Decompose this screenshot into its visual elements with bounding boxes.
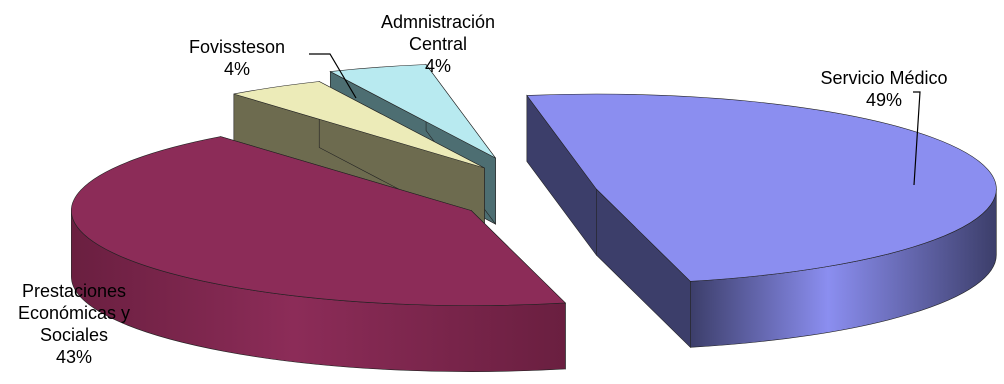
leader-servicio-medico [913, 91, 921, 186]
slice-label-value: 49% [866, 90, 902, 110]
slice-label-name: Admnistración [381, 12, 495, 32]
leader-lines [309, 53, 921, 186]
slice-label-prestaciones: Prestaciones Económicas y Sociales 43% [18, 281, 130, 367]
slice-label-name: Prestaciones [22, 281, 126, 301]
slice-label-name: Central [409, 34, 467, 54]
slice-label-servicio-medico: Servicio Médico 49% [820, 68, 947, 110]
slice-label-value: 4% [425, 56, 451, 76]
slice-label-name: Servicio Médico [820, 68, 947, 88]
slice-label-value: 43% [56, 347, 92, 367]
slice-label-name: Fovissteson [189, 37, 285, 57]
slice-label-administracion: Admnistración Central 4% [381, 12, 495, 76]
pie-slices [71, 63, 997, 372]
slice-label-value: 4% [224, 59, 250, 79]
slice-label-fovissteson: Fovissteson 4% [189, 37, 285, 79]
slice-prestaciones [71, 136, 567, 372]
slice-label-name: Económicas y [18, 303, 130, 323]
slice-label-name: Sociales [40, 325, 108, 345]
leader-fovissteson [309, 53, 357, 99]
slice-servicio-medico [526, 93, 997, 349]
